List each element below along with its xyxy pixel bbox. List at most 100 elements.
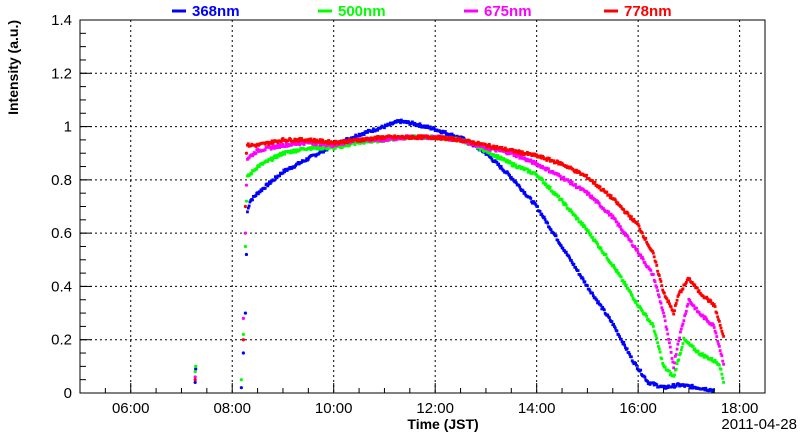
data-point [413, 121, 417, 125]
data-point [306, 139, 310, 143]
data-point [585, 227, 588, 231]
data-point [709, 299, 713, 303]
data-point [722, 334, 725, 338]
data-point [306, 157, 310, 161]
data-point [679, 348, 683, 352]
data-point [410, 122, 413, 125]
data-point [308, 146, 312, 149]
data-point [432, 127, 436, 131]
data-point [604, 252, 608, 256]
data-point [564, 250, 568, 254]
data-point [666, 332, 670, 336]
data-point [552, 159, 555, 163]
data-point [609, 212, 613, 216]
data-point [531, 154, 534, 157]
data-point [251, 152, 255, 156]
data-point [651, 249, 654, 253]
data-point [591, 236, 594, 239]
data-point [304, 159, 308, 163]
data-point [544, 182, 548, 186]
data-point [681, 342, 685, 345]
data-point [532, 159, 536, 163]
data-point [591, 179, 594, 182]
data-point [514, 152, 517, 156]
data-point [564, 164, 568, 168]
data-point [529, 197, 533, 200]
data-point [514, 163, 517, 167]
data-point [609, 194, 613, 198]
data-point [674, 353, 678, 356]
data-point [587, 231, 591, 235]
data-point [277, 143, 281, 147]
data-point [637, 224, 641, 228]
data-point [662, 314, 666, 318]
data-point [289, 138, 292, 141]
data-point [613, 198, 617, 202]
data-point [534, 203, 538, 207]
data-point [681, 322, 685, 326]
data-point [353, 143, 357, 147]
data-point [613, 267, 617, 271]
data-point [469, 140, 473, 144]
data-point [651, 273, 655, 276]
data-point [569, 258, 573, 262]
data-point [717, 342, 720, 346]
series-layer [193, 118, 725, 393]
data-point [594, 200, 598, 204]
data-point [247, 204, 251, 208]
data-point [601, 305, 605, 309]
data-point [633, 299, 637, 303]
data-point [444, 138, 448, 142]
data-point [525, 167, 529, 171]
data-point [521, 151, 525, 155]
data-point [375, 137, 379, 141]
data-point [278, 146, 281, 149]
data-point [399, 121, 402, 125]
data-point [309, 137, 313, 141]
data-point [721, 359, 725, 363]
data-point [668, 341, 671, 345]
data-point [487, 142, 491, 146]
data-point [613, 217, 617, 221]
data-point [307, 137, 311, 141]
data-point [337, 142, 341, 146]
data-point [626, 212, 630, 215]
data-point [554, 234, 558, 238]
data-point [555, 172, 559, 176]
data-point [497, 162, 501, 166]
data-point [627, 351, 631, 354]
data-point [447, 132, 451, 136]
data-point [260, 189, 264, 193]
data-point [674, 384, 678, 388]
data-point [652, 255, 656, 259]
data-point [373, 139, 377, 143]
data-point [569, 208, 572, 212]
data-point [608, 196, 612, 200]
data-point [519, 165, 522, 169]
data-point [508, 150, 512, 154]
data-point [293, 148, 297, 152]
data-point [312, 140, 315, 144]
data-point [544, 157, 548, 161]
data-point [716, 339, 720, 343]
data-point [599, 246, 603, 250]
data-point [680, 345, 684, 349]
data-point [516, 166, 520, 170]
data-point [489, 156, 493, 160]
data-point [246, 210, 249, 214]
data-point [625, 347, 629, 351]
data-point [376, 140, 380, 144]
data-point [599, 304, 603, 307]
data-point [624, 346, 627, 350]
data-point [549, 228, 553, 232]
data-point [561, 246, 565, 250]
y-tick-label: 0.8 [51, 172, 72, 189]
data-point [517, 154, 521, 157]
data-point [609, 262, 613, 265]
y-tick-label: 1 [64, 119, 72, 136]
data-point [587, 192, 591, 196]
data-point [654, 334, 658, 337]
y-tick-label: 1.4 [51, 12, 72, 29]
data-point [551, 190, 555, 194]
